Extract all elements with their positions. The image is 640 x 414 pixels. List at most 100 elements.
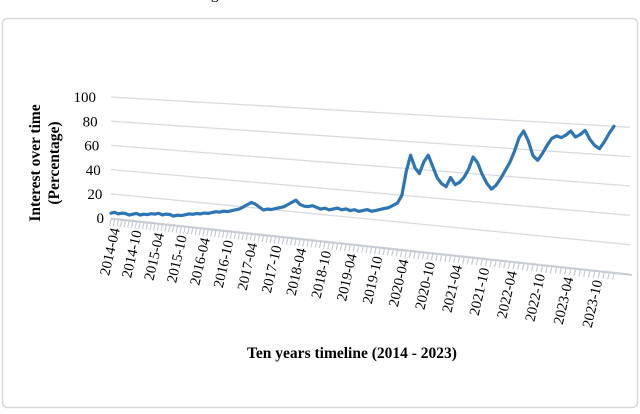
month-tick: [526, 264, 529, 271]
y-axis-title-line2: (Percentage): [46, 121, 63, 204]
month-tick: [597, 272, 601, 279]
x-tick-label: 2020-10: [413, 261, 439, 312]
month-tick: [245, 234, 249, 241]
month-tick: [535, 265, 539, 272]
month-tick: [112, 219, 116, 227]
month-tick: [202, 229, 205, 236]
month-tick: [435, 254, 438, 261]
x-tick-label: 2019-10: [360, 255, 386, 306]
month-tick: [395, 250, 399, 257]
month-tick: [592, 271, 596, 278]
month-tick: [269, 236, 273, 244]
month-tick: [545, 266, 548, 273]
x-tick-label: 2022-04: [494, 269, 521, 320]
month-tick: [179, 226, 182, 234]
month-tick: [171, 226, 175, 233]
month-tick: [298, 239, 301, 247]
month-tick: [335, 243, 339, 251]
month-tick: [343, 244, 347, 252]
month-tick: [382, 248, 386, 256]
x-tick-label: 2021-04: [440, 263, 467, 314]
month-tick: [331, 243, 334, 250]
month-tick: [466, 257, 470, 265]
month-tick: [373, 247, 377, 255]
month-tick: [417, 252, 421, 260]
month-tick: [249, 234, 252, 241]
x-axis-month-ticks: [109, 219, 615, 281]
month-tick: [257, 235, 261, 242]
month-tick: [602, 272, 605, 280]
y-axis-tick-labels: 0 20 40 60 80 100: [74, 90, 105, 227]
month-tick: [457, 256, 461, 264]
month-tick: [439, 254, 443, 262]
month-tick: [404, 251, 407, 258]
month-tick: [421, 253, 425, 260]
month-tick: [130, 221, 134, 229]
month-tick: [221, 231, 225, 238]
month-tick: [517, 263, 520, 270]
month-tick: [549, 266, 553, 274]
month-tick: [386, 249, 390, 256]
month-tick: [285, 238, 289, 245]
month-tick: [164, 225, 167, 232]
x-axis-title: Ten years timeline (2014 - 2023): [247, 345, 457, 362]
month-tick: [127, 221, 130, 228]
month-tick: [149, 223, 152, 231]
month-tick: [229, 232, 233, 239]
y-tick-label: 80: [83, 114, 98, 130]
month-tick: [540, 265, 543, 273]
x-tick-label: 2015-10: [164, 234, 190, 285]
month-tick: [116, 220, 119, 227]
month-tick: [507, 262, 511, 269]
x-tick-label: 2023-04: [551, 275, 578, 326]
month-tick: [352, 245, 356, 253]
month-tick: [318, 241, 322, 249]
month-tick: [190, 228, 194, 235]
y-tick-label: 40: [86, 163, 101, 179]
month-tick: [521, 263, 525, 271]
month-tick: [475, 258, 479, 266]
y-tick-label: 100: [74, 90, 97, 106]
month-tick: [156, 224, 160, 231]
month-tick: [587, 270, 591, 278]
month-tick: [408, 251, 412, 259]
x-axis-tick-labels: 2014-042014-102015-042015-102016-042016-…: [97, 226, 606, 330]
month-tick: [480, 259, 483, 266]
month-tick: [564, 268, 567, 275]
month-tick: [578, 269, 581, 277]
gridline: [110, 144, 631, 187]
x-tick-label: 2017-04: [235, 241, 262, 292]
month-tick: [361, 246, 364, 253]
gridline: [110, 96, 631, 128]
month-tick: [583, 270, 586, 277]
month-tick: [302, 240, 305, 247]
caption-fragment: g: [211, 0, 219, 3]
month-tick: [152, 224, 156, 231]
month-tick: [531, 264, 534, 272]
month-tick: [206, 229, 209, 237]
month-tick: [109, 219, 112, 226]
x-tick-label: 2023-10: [580, 279, 606, 330]
month-tick: [167, 225, 171, 233]
month-tick: [217, 231, 221, 238]
month-tick: [160, 224, 164, 232]
x-tick-label: 2016-04: [187, 235, 214, 286]
month-tick: [289, 238, 293, 246]
interest-line-series: [109, 124, 616, 218]
month-tick: [119, 220, 123, 227]
month-tick: [265, 236, 269, 243]
month-tick: [123, 220, 127, 228]
month-tick: [554, 267, 558, 274]
month-tick: [175, 226, 179, 233]
y-tick-label: 20: [87, 187, 102, 203]
month-tick: [489, 260, 492, 267]
month-tick: [503, 261, 506, 269]
x-tick-label: 2018-04: [284, 246, 311, 297]
month-tick: [233, 232, 237, 240]
x-tick-label: 2017-10: [259, 244, 285, 295]
month-tick: [322, 242, 326, 249]
month-tick: [314, 241, 318, 248]
x-tick-label: 2020-04: [386, 257, 413, 308]
month-tick: [444, 255, 447, 262]
